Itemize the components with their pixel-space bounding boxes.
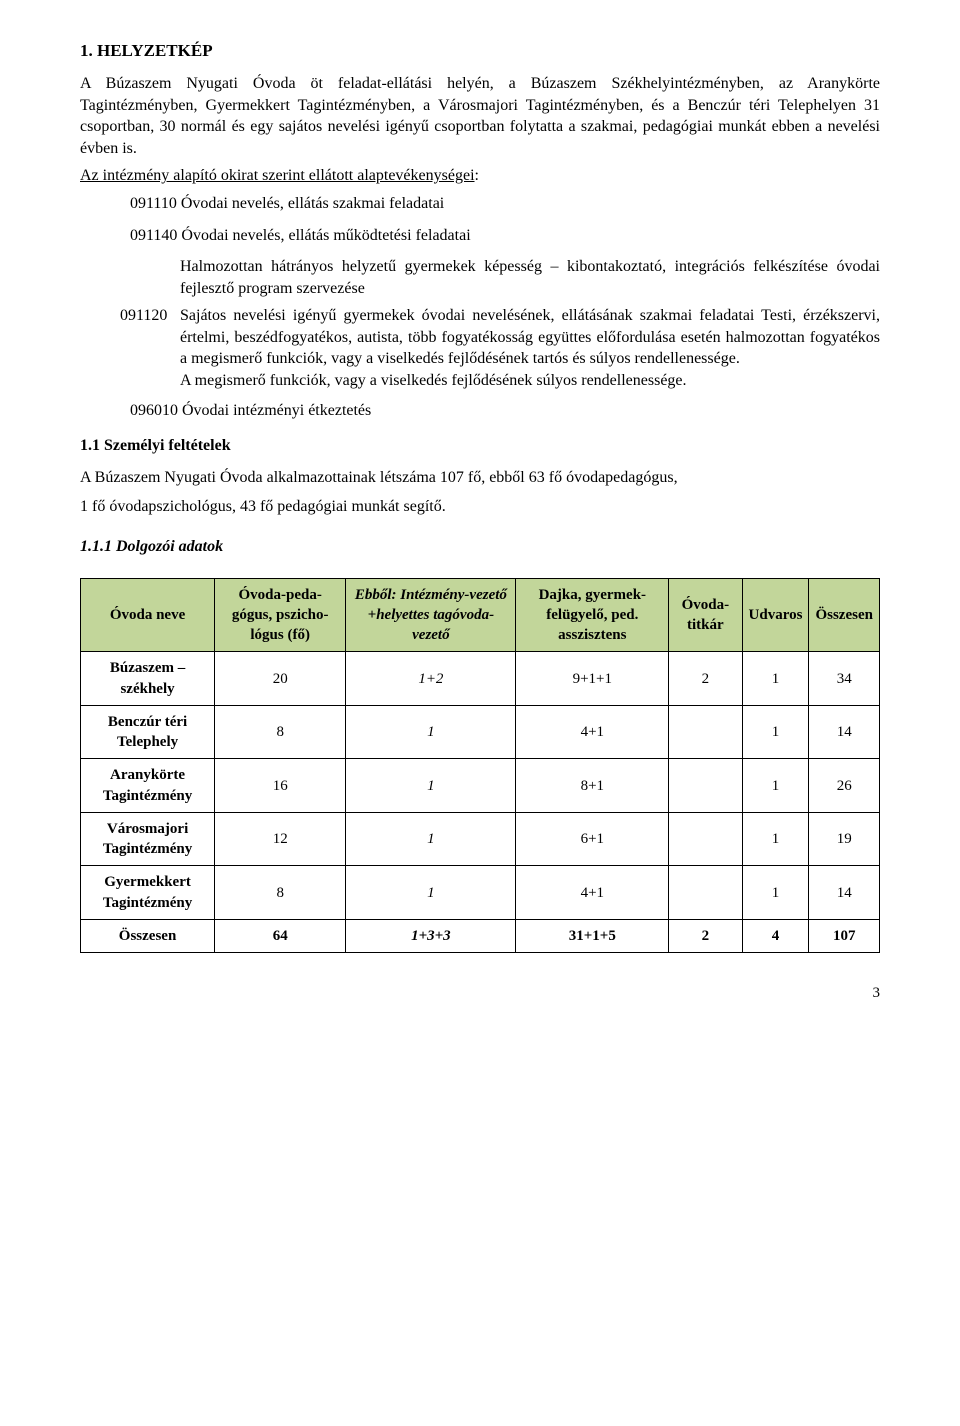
totals-name: Összesen	[81, 919, 215, 952]
cell: 8	[215, 866, 346, 920]
intro-paragraph: A Búzaszem Nyugati Óvoda öt feladat-ellá…	[80, 73, 880, 159]
table-row: Aranykörte Tagintézmény 16 1 8+1 1 26	[81, 759, 880, 813]
table-totals-row: Összesen 64 1+3+3 31+1+5 2 4 107	[81, 919, 880, 952]
cell	[669, 705, 742, 759]
item-096010: 096010 Óvodai intézményi étkeztetés	[130, 400, 880, 422]
table-row: Búzaszem – székhely 20 1+2 9+1+1 2 1 34	[81, 652, 880, 706]
page-number: 3	[80, 983, 880, 1003]
row-name: Búzaszem – székhely	[81, 652, 215, 706]
cell: 8+1	[516, 759, 669, 813]
cell: 1	[346, 812, 516, 866]
cell: 2	[669, 919, 742, 952]
alapito-text: Az intézmény alapító okirat szerint ellá…	[80, 167, 475, 184]
staff-line-1: A Búzaszem Nyugati Óvoda alkalmazottaina…	[80, 467, 880, 489]
halmozott-paragraph: Halmozottan hátrányos helyzetű gyermekek…	[180, 256, 880, 299]
cell: 14	[809, 866, 880, 920]
table-row: Városmajori Tagintézmény 12 1 6+1 1 19	[81, 812, 880, 866]
staff-line-2: 1 fő óvodapszichológus, 43 fő pedagógiai…	[80, 496, 880, 518]
col-titkar: Óvoda-titkár	[669, 578, 742, 652]
cell: 34	[809, 652, 880, 706]
cell: 107	[809, 919, 880, 952]
cell: 4+1	[516, 705, 669, 759]
col-pedagogus: Óvoda-peda-gógus, pszicho-lógus (fő)	[215, 578, 346, 652]
table-row: Gyermekkert Tagintézmény 8 1 4+1 1 14	[81, 866, 880, 920]
table-header-row: Óvoda neve Óvoda-peda-gógus, pszicho-lóg…	[81, 578, 880, 652]
cell	[669, 759, 742, 813]
cell: 1	[346, 759, 516, 813]
cell: 1	[742, 705, 809, 759]
cell: 64	[215, 919, 346, 952]
cell: 4+1	[516, 866, 669, 920]
item-091120: 091120 Sajátos nevelési igényű gyermekek…	[120, 305, 880, 370]
table-row: Benczúr téri Telephely 8 1 4+1 1 14	[81, 705, 880, 759]
cell: 26	[809, 759, 880, 813]
cell: 20	[215, 652, 346, 706]
cell: 31+1+5	[516, 919, 669, 952]
cell: 6+1	[516, 812, 669, 866]
cell: 1+2	[346, 652, 516, 706]
cell: 9+1+1	[516, 652, 669, 706]
item-091140: 091140 Óvodai nevelés, ellátás működteté…	[130, 225, 880, 247]
cell: 1	[346, 705, 516, 759]
row-name: Városmajori Tagintézmény	[81, 812, 215, 866]
cell: 1	[742, 652, 809, 706]
cell: 8	[215, 705, 346, 759]
cell: 4	[742, 919, 809, 952]
code-091120: 091120	[120, 305, 180, 370]
row-name: Benczúr téri Telephely	[81, 705, 215, 759]
cell: 16	[215, 759, 346, 813]
col-udvaros: Udvaros	[742, 578, 809, 652]
text-091120: Sajátos nevelési igényű gyermekek óvodai…	[180, 305, 880, 370]
cell: 1	[346, 866, 516, 920]
cell: 1	[742, 866, 809, 920]
staff-table: Óvoda neve Óvoda-peda-gógus, pszicho-lóg…	[80, 578, 880, 954]
cell: 2	[669, 652, 742, 706]
item-091110: 091110 Óvodai nevelés, ellátás szakmai f…	[130, 193, 880, 215]
cell: 14	[809, 705, 880, 759]
cell: 1	[742, 812, 809, 866]
col-ebbol: Ebből: Intézmény-vezető +helyettes tagóv…	[346, 578, 516, 652]
row-name: Aranykörte Tagintézmény	[81, 759, 215, 813]
col-dajka: Dajka, gyermek-felügyelő, ped. assziszte…	[516, 578, 669, 652]
row-name: Gyermekkert Tagintézmény	[81, 866, 215, 920]
col-ovoda-neve: Óvoda neve	[81, 578, 215, 652]
col-osszesen: Összesen	[809, 578, 880, 652]
subheading-1-1: 1.1 Személyi feltételek	[80, 435, 880, 457]
section-heading: 1. HELYZETKÉP	[80, 40, 880, 63]
cell: 19	[809, 812, 880, 866]
cell	[669, 812, 742, 866]
cell	[669, 866, 742, 920]
cell: 12	[215, 812, 346, 866]
alapito-line: Az intézmény alapító okirat szerint ellá…	[80, 165, 880, 187]
cell: 1+3+3	[346, 919, 516, 952]
subheading-1-1-1: 1.1.1 Dolgozói adatok	[80, 536, 880, 558]
cell: 1	[742, 759, 809, 813]
megismero-paragraph: A megismerő funkciók, vagy a viselkedés …	[180, 370, 880, 392]
